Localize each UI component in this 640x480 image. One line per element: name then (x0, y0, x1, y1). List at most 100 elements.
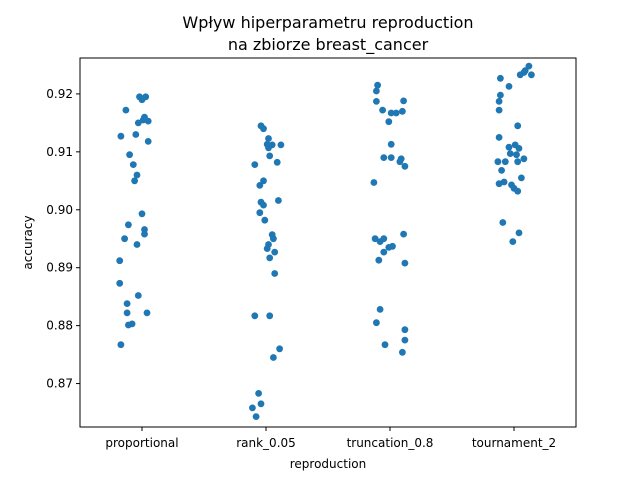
x-tick-label: tournament_2 (472, 436, 556, 450)
data-point (400, 230, 407, 238)
data-point (385, 118, 393, 126)
data-point (370, 179, 378, 186)
data-point (124, 221, 132, 229)
data-point (518, 174, 525, 182)
data-point (498, 167, 505, 174)
data-point (376, 306, 384, 313)
data-point (505, 143, 513, 151)
data-point (273, 158, 281, 166)
data-point (277, 141, 285, 149)
data-point (385, 244, 393, 251)
data-point (401, 162, 409, 170)
x-tick-label: proportional (105, 436, 178, 450)
data-point (252, 413, 260, 420)
data-point (266, 254, 274, 262)
data-point (371, 235, 379, 243)
data-point (123, 309, 131, 317)
chart-title-line1: Wpływ hiperparametru reproduction (182, 13, 473, 32)
data-point (376, 238, 384, 246)
data-point (141, 230, 148, 238)
data-point (117, 341, 125, 349)
data-point (495, 98, 503, 105)
data-point (265, 144, 272, 152)
data-point (266, 152, 274, 160)
data-point (396, 158, 404, 166)
data-point (270, 235, 277, 243)
data-point (515, 229, 523, 237)
plot-area-frame (79, 57, 577, 428)
data-point (122, 106, 130, 114)
data-point (495, 180, 503, 188)
data-point (249, 404, 256, 412)
data-point (123, 300, 131, 307)
data-point (132, 131, 140, 138)
data-point (144, 138, 152, 145)
data-point (506, 150, 514, 158)
data-point (495, 134, 503, 141)
data-point (143, 309, 151, 317)
y-tick-label: 0.88 (46, 319, 73, 333)
data-point (520, 155, 528, 163)
y-tick-label: 0.89 (46, 261, 73, 275)
y-axis: 0.87 0.88 0.89 0.90 0.91 0.92 (46, 87, 80, 391)
data-point (116, 279, 124, 287)
data-point (509, 238, 517, 246)
data-point (134, 292, 142, 299)
x-tick-label: truncation_0.8 (347, 436, 434, 450)
x-axis: proportional rank_0.05 truncation_0.8 tourn… (105, 427, 556, 450)
y-axis-label: accuracy (21, 215, 35, 269)
data-point (251, 161, 259, 169)
data-point (380, 154, 388, 162)
data-point (387, 140, 395, 148)
data-point (501, 158, 509, 166)
data-point (514, 158, 522, 166)
data-point (387, 109, 395, 117)
y-tick-label: 0.87 (46, 377, 73, 391)
data-point (261, 216, 269, 224)
data-point (379, 106, 386, 114)
data-point (516, 71, 524, 79)
data-point (401, 336, 409, 344)
data-point (133, 241, 141, 248)
data-point (139, 116, 147, 124)
data-point (133, 171, 141, 179)
data-point (129, 161, 137, 169)
data-point (392, 109, 400, 117)
data-point (275, 197, 282, 204)
data-point (401, 326, 409, 334)
data-point (505, 83, 513, 90)
data-point (271, 248, 279, 256)
data-point (497, 74, 504, 82)
data-point (256, 182, 264, 189)
data-point (126, 151, 133, 159)
data-point (263, 245, 271, 253)
data-point (374, 81, 381, 89)
data-point (257, 400, 265, 408)
data-point (373, 98, 380, 105)
y-tick-label: 0.91 (46, 145, 73, 159)
data-point (514, 187, 522, 195)
data-point (270, 354, 277, 361)
data-point (117, 132, 125, 140)
data-point (495, 106, 503, 114)
data-point (494, 158, 502, 166)
data-point (260, 125, 267, 133)
data-point (380, 248, 388, 256)
data-point (375, 256, 383, 264)
y-tick-label: 0.90 (46, 203, 73, 217)
chart-title-line2: na zbiorze breast_cancer (228, 35, 429, 55)
data-point (400, 97, 407, 105)
data-point (116, 257, 124, 265)
data-point (381, 341, 389, 349)
x-axis-label: reproduction (290, 457, 367, 471)
data-point (134, 119, 142, 127)
data-point (373, 87, 380, 95)
data-point (124, 321, 132, 329)
data-point (265, 135, 272, 142)
data-point (138, 96, 146, 104)
data-point (255, 390, 262, 397)
data-point (131, 177, 139, 185)
data-point (525, 62, 533, 70)
data-point (271, 270, 279, 277)
